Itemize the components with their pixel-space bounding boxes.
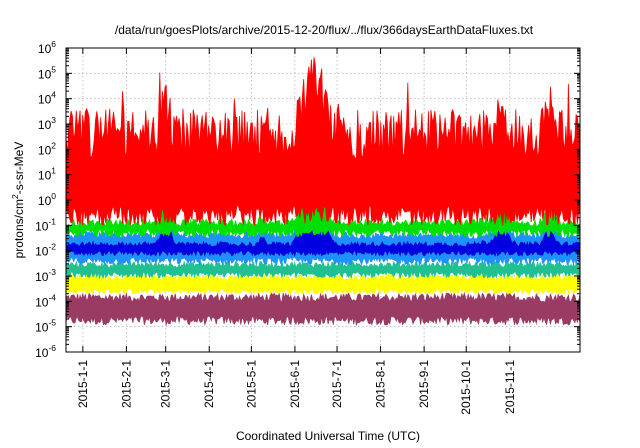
y-tick-exponent: -2 — [48, 242, 56, 252]
x-tick-label: 2015-5-1 — [244, 360, 258, 408]
y-tick-base: 10 — [38, 118, 52, 132]
y-tick-exponent: 4 — [51, 90, 56, 100]
y-tick-label: 101 — [38, 166, 56, 183]
y-tick-exponent: -5 — [48, 318, 56, 328]
y-tick-base: 10 — [38, 93, 52, 107]
y-tick-label: 100 — [38, 191, 56, 208]
x-tick-label: 2015-6-1 — [288, 360, 302, 408]
y-tick-base: 10 — [38, 42, 52, 56]
x-tick-label: 2015-4-1 — [202, 360, 216, 408]
y-tick-base: 10 — [35, 295, 49, 309]
series-layer — [65, 57, 581, 327]
y-tick-base: 10 — [35, 245, 49, 259]
y-axis-label-base: protons/cm — [12, 199, 26, 258]
y-tick-label: 10-3 — [35, 267, 56, 284]
y-tick-base: 10 — [38, 169, 52, 183]
y-tick-label: 10-2 — [35, 242, 56, 259]
y-tick-label: 106 — [38, 39, 56, 56]
y-tick-exponent: 5 — [51, 64, 56, 74]
ticks: 10-610-510-410-310-210-11001011021031041… — [35, 39, 580, 415]
y-tick-exponent: 3 — [51, 115, 56, 125]
x-tick-label: 2015-1-1 — [76, 360, 90, 408]
x-tick-label: 2015-9-1 — [417, 360, 431, 408]
x-tick-label: 2015-10-1 — [459, 360, 473, 415]
y-tick-base: 10 — [35, 270, 49, 284]
chart-title: /data/run/goesPlots/archive/2015-12-20/f… — [115, 23, 534, 37]
y-tick-label: 104 — [38, 90, 56, 107]
y-tick-label: 10-1 — [35, 216, 56, 233]
y-tick-base: 10 — [35, 219, 49, 233]
y-tick-label: 103 — [38, 115, 56, 132]
x-tick-label: 2015-3-1 — [159, 360, 173, 408]
y-axis-label-rest: -s-sr-MeV — [12, 142, 26, 195]
x-tick-label: 2015-7-1 — [330, 360, 344, 408]
y-tick-exponent: -3 — [48, 267, 56, 277]
y-tick-base: 10 — [35, 346, 49, 360]
y-tick-label: 10-4 — [35, 292, 56, 309]
y-tick-exponent: 1 — [51, 166, 56, 176]
svg-text:protons/cm2-s-sr-MeV: protons/cm2-s-sr-MeV — [10, 142, 26, 259]
y-tick-base: 10 — [38, 143, 52, 157]
x-tick-label: 2015-8-1 — [374, 360, 388, 408]
y-tick-exponent: 0 — [51, 191, 56, 201]
y-tick-exponent: 2 — [51, 140, 56, 150]
x-tick-label: 2015-11-1 — [503, 360, 517, 414]
x-axis-label: Coordinated Universal Time (UTC) — [236, 429, 420, 443]
y-tick-exponent: -6 — [48, 343, 56, 353]
y-tick-exponent: -1 — [48, 216, 56, 226]
y-tick-base: 10 — [35, 321, 49, 335]
y-axis-label-sup: 2 — [10, 194, 20, 199]
y-tick-label: 10-5 — [35, 318, 56, 335]
flux-series-band — [65, 291, 581, 327]
y-tick-label: 10-6 — [35, 343, 56, 360]
y-tick-label: 105 — [38, 64, 56, 81]
plot-frame — [65, 47, 581, 353]
y-tick-base: 10 — [38, 67, 52, 81]
y-tick-exponent: 6 — [51, 39, 56, 49]
flux-series-band — [65, 57, 581, 227]
y-tick-label: 102 — [38, 140, 56, 157]
y-axis-label: protons/cm2-s-sr-MeV — [10, 142, 26, 259]
x-tick-label: 2015-2-1 — [119, 360, 133, 408]
y-tick-base: 10 — [38, 194, 52, 208]
y-tick-exponent: -4 — [48, 292, 56, 302]
